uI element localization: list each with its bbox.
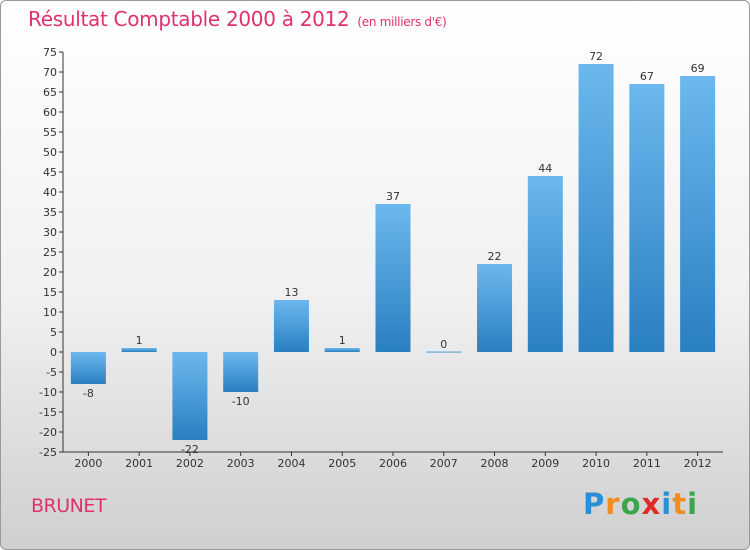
- x-tick-label: 2003: [227, 457, 255, 470]
- x-tick-label: 2006: [379, 457, 407, 470]
- y-tick-label: -20: [39, 426, 57, 439]
- bars-group: -8 1 -22 -10 13 1 37 0 22 44 72 67 69: [70, 50, 716, 456]
- x-tick-label: 2005: [328, 457, 356, 470]
- data-label-2005: 1: [339, 334, 346, 347]
- x-tick-label: 2004: [277, 457, 305, 470]
- bar-2004: [273, 300, 309, 352]
- y-tick-label: -15: [39, 406, 57, 419]
- y-tick-label: 5: [50, 326, 57, 339]
- chart-title-text: Résultat Comptable 2000 à 2012: [28, 7, 350, 31]
- x-tick-label: 2007: [430, 457, 458, 470]
- y-tick-label: 40: [43, 186, 57, 199]
- y-tick-label: 75: [43, 46, 57, 59]
- y-tick-label: 25: [43, 246, 57, 259]
- proxiti-logo: Proxiti: [583, 487, 698, 521]
- y-tick-label: 55: [43, 126, 57, 139]
- y-tick-label: 15: [43, 286, 57, 299]
- y-tick-label: 20: [43, 266, 57, 279]
- logo-letter: t: [672, 487, 688, 521]
- chart-title: Résultat Comptable 2000 à 2012 (en millie…: [28, 7, 447, 31]
- bar-2010: [578, 64, 614, 352]
- x-tick-label: 2009: [531, 457, 559, 470]
- x-tick-label: 2002: [176, 457, 204, 470]
- axes-group: -25-20-15-10-505101520253035404550556065…: [39, 46, 723, 470]
- y-tick-label: -25: [39, 446, 57, 459]
- data-label-2011: 67: [640, 70, 654, 83]
- logo-letter: x: [641, 487, 662, 521]
- logo-letter: i: [687, 487, 699, 521]
- data-label-2000: -8: [83, 387, 94, 400]
- data-label-2008: 22: [488, 250, 502, 263]
- data-label-2003: -10: [232, 395, 250, 408]
- y-tick-label: 0: [50, 346, 57, 359]
- y-tick-label: 70: [43, 66, 57, 79]
- bar-2001: [121, 348, 157, 352]
- bar-2007: [426, 351, 462, 353]
- y-tick-label: 35: [43, 206, 57, 219]
- x-tick-label: 2011: [633, 457, 661, 470]
- logo-letter: r: [605, 487, 621, 521]
- data-label-2001: 1: [136, 334, 143, 347]
- x-tick-label: 2000: [74, 457, 102, 470]
- y-tick-label: 10: [43, 306, 57, 319]
- bar-2005: [324, 348, 360, 352]
- x-tick-label: 2001: [125, 457, 153, 470]
- y-tick-label: 65: [43, 86, 57, 99]
- y-tick-label: 60: [43, 106, 57, 119]
- logo-letter: i: [661, 487, 673, 521]
- bar-2009: [527, 176, 563, 352]
- logo-letter: P: [583, 487, 606, 521]
- x-tick-label: 2010: [582, 457, 610, 470]
- bar-2002: [172, 352, 208, 440]
- data-label-2007: 0: [440, 338, 447, 351]
- x-tick-label: 2008: [481, 457, 509, 470]
- data-label-2006: 37: [386, 190, 400, 203]
- y-tick-label: -10: [39, 386, 57, 399]
- chart-title-unit: (en milliers d'€): [357, 15, 447, 29]
- logo-letter: o: [620, 487, 642, 521]
- bar-2012: [680, 76, 716, 352]
- data-label-2002: -22: [181, 443, 199, 456]
- data-label-2009: 44: [538, 162, 552, 175]
- y-tick-label: 30: [43, 226, 57, 239]
- y-tick-label: 50: [43, 146, 57, 159]
- y-tick-label: 45: [43, 166, 57, 179]
- bar-2000: [70, 352, 106, 384]
- x-tick-label: 2012: [684, 457, 712, 470]
- data-label-2004: 13: [284, 286, 298, 299]
- bar-2003: [223, 352, 259, 392]
- data-label-2012: 69: [691, 62, 705, 75]
- bar-2008: [477, 264, 513, 352]
- y-tick-label: -5: [46, 366, 57, 379]
- bar-2006: [375, 204, 411, 352]
- bar-2011: [629, 84, 665, 352]
- town-name: BRUNET: [31, 495, 106, 517]
- data-label-2010: 72: [589, 50, 603, 63]
